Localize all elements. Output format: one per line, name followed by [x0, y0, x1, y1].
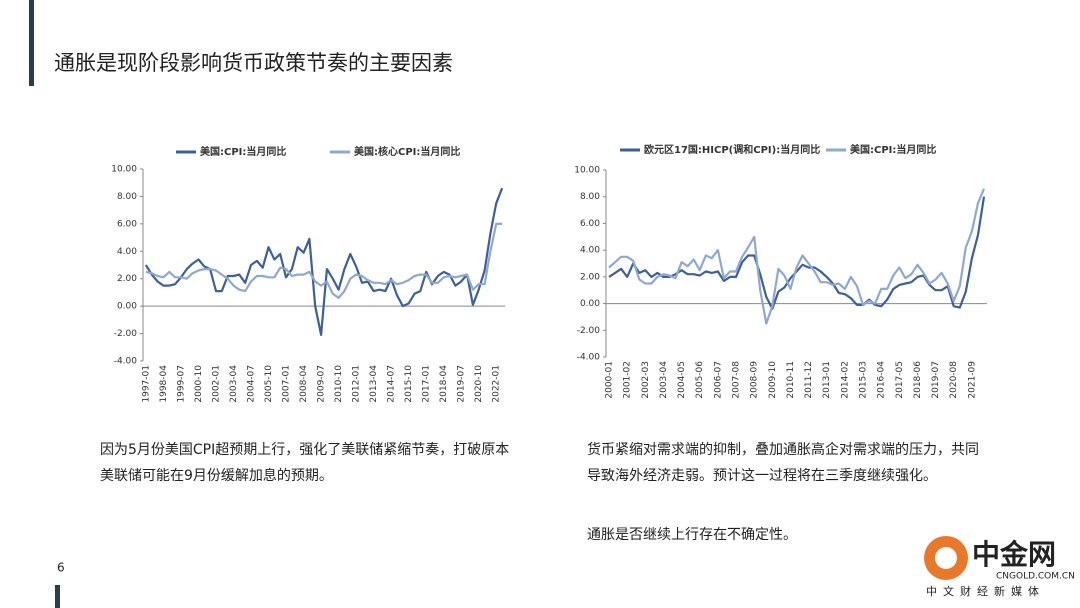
- x-tick-label: 2004-07: [247, 365, 257, 403]
- y-tick-label: 10.00: [574, 166, 600, 176]
- note-left: 因为5月份美国CPI超预期上行，强化了美联储紧缩节奏，打破原本美联储可能在9月份…: [100, 442, 510, 484]
- y-tick-label: -2.00: [577, 326, 601, 336]
- y-tick-label: -4.00: [114, 357, 138, 367]
- x-tick-label: 2015-10: [404, 365, 414, 403]
- y-tick-label: 6.00: [580, 219, 600, 229]
- x-tick-label: 2005-06: [695, 361, 705, 399]
- series-line: [145, 222, 503, 299]
- x-tick-label: 1997-01: [141, 365, 151, 403]
- y-tick-label: -4.00: [577, 353, 601, 363]
- note-right: 货币紧缩对需求端的抑制，叠加通胀高企对需求端的压力，共同导致海外经济走弱。预计这…: [587, 442, 979, 484]
- series-line: [144, 187, 504, 336]
- x-tick-label: 1999-07: [176, 365, 186, 403]
- x-tick-label: 1998-04: [159, 365, 169, 403]
- x-tick-label: 2010-10: [334, 365, 344, 403]
- y-tick-label: 2.00: [580, 272, 600, 282]
- y-tick-label: 2.00: [117, 274, 137, 284]
- x-tick-label: 2002-01: [211, 365, 221, 403]
- note-right-2: 通胀是否继续上行存在不确定性。: [587, 527, 797, 543]
- legend-label: 美国:CPI:当月同比: [200, 145, 286, 158]
- y-tick-label: 0.00: [117, 302, 137, 312]
- legend-label: 美国:核心CPI:当月同比: [354, 145, 460, 158]
- x-tick-label: 2013-04: [369, 365, 379, 403]
- x-tick-label: 2011-12: [804, 361, 814, 399]
- x-tick-label: 2001-02: [623, 361, 633, 399]
- page-number: 6: [57, 561, 65, 575]
- x-tick-label: 2006-07: [713, 361, 723, 399]
- x-tick-label: 2013-01: [822, 361, 832, 399]
- x-tick-label: 2003-04: [659, 361, 669, 399]
- x-tick-label: 2010-11: [786, 361, 796, 399]
- x-tick-label: 2008-04: [299, 365, 309, 403]
- x-tick-label: 2015-03: [859, 361, 869, 399]
- x-tick-label: 2009-10: [768, 361, 778, 399]
- accent-bar: [29, 0, 34, 86]
- x-tick-label: 2018-06: [913, 361, 923, 399]
- x-tick-label: 2019-07: [931, 361, 941, 399]
- x-tick-label: 2014-02: [840, 361, 850, 399]
- y-tick-label: 4.00: [117, 247, 137, 257]
- x-tick-label: 2020-08: [949, 361, 959, 399]
- legend-label: 美国:CPI:当月同比: [850, 143, 936, 156]
- x-tick-label: 2007-08: [732, 361, 742, 399]
- y-tick-label: -2.00: [114, 329, 138, 339]
- x-tick-label: 2004-05: [677, 361, 687, 399]
- x-tick-label: 2003-04: [229, 365, 239, 403]
- legend-label: 欧元区17国:HICP(调和CPI):当月同比: [644, 143, 820, 156]
- y-tick-label: 4.00: [580, 246, 600, 256]
- x-tick-label: 2020-10: [474, 365, 484, 403]
- x-tick-label: 2017-05: [895, 361, 905, 399]
- x-tick-label: 2012-01: [352, 365, 362, 403]
- x-tick-label: 2022-01: [492, 365, 502, 403]
- logo-domain: CNGOLD.COM.CN: [996, 572, 1075, 582]
- x-tick-label: 2008-09: [750, 361, 760, 399]
- logo-tagline: 中文财经新媒体: [926, 584, 1045, 598]
- y-tick-label: 8.00: [580, 192, 600, 202]
- accent-bar-bottom: [55, 585, 60, 608]
- y-tick-label: 0.00: [580, 299, 600, 309]
- x-tick-label: 2007-01: [282, 365, 292, 403]
- y-tick-label: 8.00: [117, 192, 137, 202]
- x-tick-label: 2000-10: [194, 365, 204, 403]
- series-line: [608, 196, 986, 310]
- y-tick-label: 10.00: [111, 165, 137, 175]
- x-tick-label: 2016-04: [877, 361, 887, 399]
- x-tick-label: 2019-07: [457, 365, 467, 403]
- logo-name: 中金网: [972, 538, 1056, 571]
- logo-mark-inner: [935, 547, 957, 569]
- x-tick-label: 2005-10: [264, 365, 274, 403]
- slide-title: 通胀是现阶段影响货币政策节奏的主要因素: [54, 51, 453, 75]
- x-tick-label: 2002-03: [641, 361, 651, 399]
- y-tick-label: 6.00: [117, 219, 137, 229]
- x-tick-label: 2021-09: [967, 361, 977, 399]
- series-line: [608, 188, 986, 325]
- x-tick-label: 2017-01: [422, 365, 432, 403]
- x-tick-label: 2018-04: [439, 365, 449, 403]
- x-tick-label: 2014-07: [387, 365, 397, 403]
- x-tick-label: 2000-01: [605, 361, 615, 399]
- x-tick-label: 2009-07: [317, 365, 327, 403]
